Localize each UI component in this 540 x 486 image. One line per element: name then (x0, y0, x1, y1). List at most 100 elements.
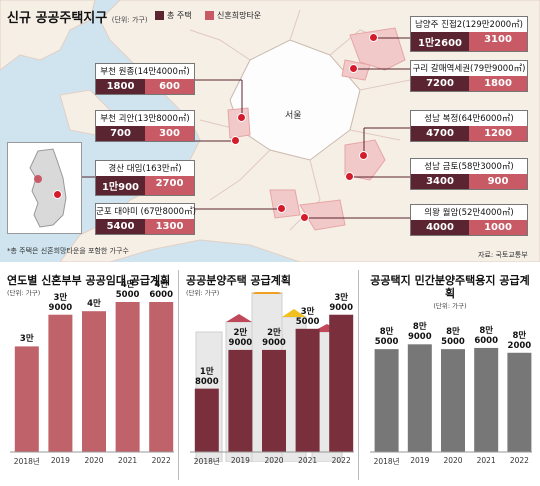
bar-value-label: 3만 9000 (48, 292, 73, 313)
panel-divider (178, 270, 179, 480)
bar-charts (10, 302, 532, 453)
site-total: 1만900 (96, 176, 145, 195)
site-total: 4700 (411, 126, 469, 141)
bar-value-label: 3만 (19, 334, 34, 345)
panel-title-block: 공공분양주택 공급계획 (단위: 가구) (186, 274, 356, 297)
legend-newlywed-label: 신혼희망타운 (217, 11, 262, 20)
site-card-gyeongsan: 경산 대임(163만㎡) 1만900 2700 (95, 160, 195, 196)
panel-unit: (단위: 가구) (186, 289, 220, 297)
site-total: 1800 (96, 79, 145, 94)
site-total: 7200 (411, 76, 469, 91)
panel-title-block: 연도별 신혼부부 공공임대 공급계획 (단위: 가구) (7, 274, 177, 297)
bar-value-label: 4만 (87, 299, 101, 310)
x-tick-label: 2021 (118, 456, 138, 465)
bar-value-label: 8만 9000 (407, 322, 432, 343)
x-tick-label: 2020 (84, 456, 104, 465)
x-tick-label: 2020 (443, 456, 463, 465)
bar (474, 347, 499, 452)
site-total: 4000 (411, 220, 469, 235)
site-total: 5400 (96, 219, 145, 234)
panel-title: 연도별 신혼부부 공공임대 공급계획 (7, 274, 171, 287)
site-card-guri: 구리 갈매역세권(79만9000㎡) 7200 1800 (410, 60, 528, 92)
x-tick-label: 2018년 (373, 457, 400, 466)
site-newlywed: 1200 (469, 126, 527, 141)
site-newlywed: 1800 (469, 76, 527, 91)
site-total: 3400 (411, 174, 469, 189)
panel-divider (358, 270, 359, 480)
panel-title: 공공분양주택 공급계획 (186, 274, 292, 287)
x-tick-label: 2021 (298, 456, 318, 465)
site-card-seongnam-geumto: 성남 금토(58만3000㎡) 3400 900 (410, 158, 528, 190)
panel-title: 공공택지 민간분양주택용지 공급계획 (370, 274, 530, 300)
site-newlywed: 900 (469, 174, 527, 189)
site-total: 1만2600 (411, 32, 469, 51)
site-name: 의왕 월암(52만4000㎡) (424, 208, 514, 218)
korea-inset (7, 142, 82, 234)
site-name: 남양주 진접2(129만2000㎡) (414, 20, 524, 30)
x-tick-label: 2022 (331, 456, 351, 465)
x-tick-label: 2020 (264, 456, 284, 465)
map-title: 신규 공공주택지구 (단위: 가구) (7, 7, 148, 26)
x-tick-label: 2018년 (13, 457, 40, 466)
site-newlywed: 600 (145, 79, 194, 94)
bar (48, 314, 73, 452)
bar (295, 328, 320, 452)
bar-value-label: 2만 9000 (262, 327, 286, 348)
legend-total-swatch (155, 11, 164, 20)
chart-labels: 3만 2018년 3만 9000 2019 4만 2020 4만 5000 2021 4만 6000 2… (0, 262, 540, 486)
panel-title-block: 공공택지 민간분양주택용지 공급계획 (단위: 가구) (366, 274, 534, 310)
site-total: 700 (96, 126, 145, 141)
x-tick-label: 2022 (151, 456, 171, 465)
x-tick-label: 2019 (50, 456, 70, 465)
bar-value-label: 8만 6000 (474, 325, 499, 346)
site-card-seongnam-bokjeong: 성남 복정(64만6000㎡) 4700 1200 (410, 110, 528, 142)
bar (115, 302, 140, 452)
map-source: 자료: 국토교통부 (478, 251, 528, 259)
bar (149, 302, 174, 452)
panel-unit: (단위: 가구) (433, 302, 467, 310)
bar (329, 314, 354, 452)
site-name: 성남 복정(64만6000㎡) (424, 114, 514, 124)
site-card-bucheon-wonjong: 부천 원종(14만4000㎡) 1800 600 (95, 63, 195, 95)
bar (14, 346, 39, 452)
dot-seongnam-geumto (345, 172, 354, 181)
dot-namyangju (369, 33, 378, 42)
dot-uiwang (300, 213, 309, 222)
x-tick-label: 2018년 (193, 457, 220, 466)
bar-value-label: 8만 5000 (441, 327, 465, 348)
x-tick-label: 2019 (230, 456, 250, 465)
korea-outline-icon (29, 148, 67, 228)
dot-gyeongsan (53, 190, 62, 199)
dot-bucheon-wonjong (237, 113, 246, 122)
bar (82, 311, 106, 452)
legend-newlywed: 신혼희망타운 (205, 10, 261, 21)
bar-value-label: 3만 5000 (295, 306, 320, 327)
site-card-gunpo: 군포 대야미 (67만8000㎡) 5400 1300 (95, 203, 196, 235)
bar-value-label: 2만 9000 (228, 327, 253, 348)
bar-value-label: 8만 2000 (507, 330, 532, 351)
site-name: 군포 대야미 (67만8000㎡) (96, 207, 196, 217)
dot-gunpo (277, 204, 286, 213)
site-name: 성남 금토(58만3000㎡) (424, 162, 514, 172)
map-unit: (단위: 가구) (111, 16, 148, 24)
bar (374, 349, 399, 452)
map-note: *총 주택은 신혼희망타운을 포함한 가구수 (7, 247, 129, 255)
map-title-text: 신규 공공주택지구 (7, 11, 108, 26)
bar-value-label: 4만 5000 (115, 280, 140, 300)
bar (228, 349, 253, 452)
site-newlywed: 1000 (469, 220, 527, 235)
site-name: 경산 대임(163만㎡) (108, 164, 182, 174)
legend-total-label: 총 주택 (167, 11, 192, 20)
legend-total: 총 주택 (155, 10, 192, 21)
site-newlywed: 2700 (145, 176, 194, 195)
x-tick-label: 2021 (476, 456, 496, 465)
map-section: 신규 공공주택지구 (단위: 가구) 총 주택 신혼희망타운 서울 남양주 진접… (0, 0, 540, 262)
dot-seongnam-bokjeong (359, 151, 368, 160)
bar (441, 349, 465, 452)
dot-bucheon-goean (231, 136, 240, 145)
panel-unit: (단위: 가구) (7, 289, 41, 297)
bar (194, 388, 219, 452)
bar-value-label: 3만 9000 (329, 292, 354, 313)
site-newlywed: 1300 (145, 219, 194, 234)
site-card-namyangju: 남양주 진접2(129만2000㎡) 1만2600 3100 (410, 16, 528, 52)
